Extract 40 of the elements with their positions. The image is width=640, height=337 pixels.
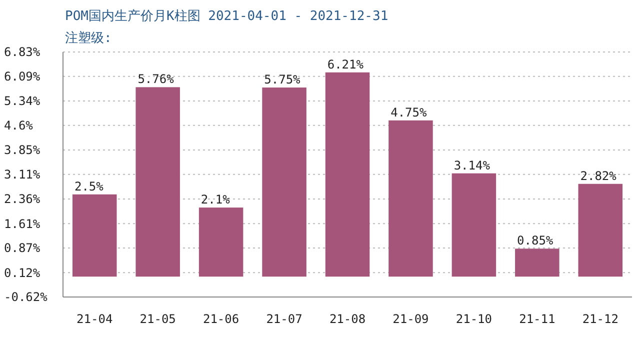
data-label: 0.85% — [517, 234, 554, 248]
y-tick-label: 1.61% — [4, 216, 41, 231]
y-tick-label: 4.6% — [4, 118, 34, 133]
bar — [452, 173, 496, 277]
bar — [72, 194, 117, 277]
y-tick-label: 6.83% — [4, 45, 41, 60]
bar — [198, 208, 244, 277]
bar — [578, 184, 623, 277]
x-tick-label: 21-10 — [456, 312, 492, 326]
data-label: 5.76% — [138, 72, 175, 86]
bar — [388, 120, 433, 277]
chart-subtitle: 注塑级: — [65, 30, 112, 46]
y-tick-label: 5.34% — [4, 94, 41, 108]
x-tick-label: 21-06 — [202, 312, 240, 326]
data-label: 5.75% — [264, 72, 302, 87]
x-tick-label: 21-12 — [582, 312, 618, 326]
bar — [515, 248, 560, 277]
y-tick-label: 3.85% — [4, 143, 41, 158]
y-tick-label: 0.12% — [4, 266, 41, 280]
data-label: 6.21% — [327, 57, 364, 72]
chart-title: POM国内生产价月K柱图 2021-04-01 - 2021-12-31 — [65, 9, 388, 24]
bar — [325, 72, 370, 277]
x-tick-label: 21-08 — [329, 312, 366, 326]
y-tick-label: 6.09% — [4, 70, 41, 84]
x-tick-label: 21-09 — [392, 312, 429, 326]
data-label: 3.14% — [454, 158, 491, 172]
y-tick-label: 2.36% — [4, 192, 41, 206]
data-label: 4.75% — [390, 105, 428, 120]
x-tick-label: 21-11 — [519, 312, 556, 326]
data-label: 2.82% — [580, 168, 618, 183]
data-label: 2.1% — [200, 192, 231, 207]
y-tick-label: 3.11% — [4, 168, 41, 182]
x-tick-label: 21-04 — [76, 312, 113, 326]
x-tick-label: 21-05 — [140, 312, 176, 326]
x-tick-label: 21-07 — [266, 312, 302, 326]
data-label: 2.5% — [74, 179, 104, 194]
bar — [136, 87, 180, 277]
bar — [262, 88, 306, 277]
y-tick-label: -0.62% — [4, 290, 48, 304]
y-tick-label: 0.87% — [4, 241, 41, 256]
